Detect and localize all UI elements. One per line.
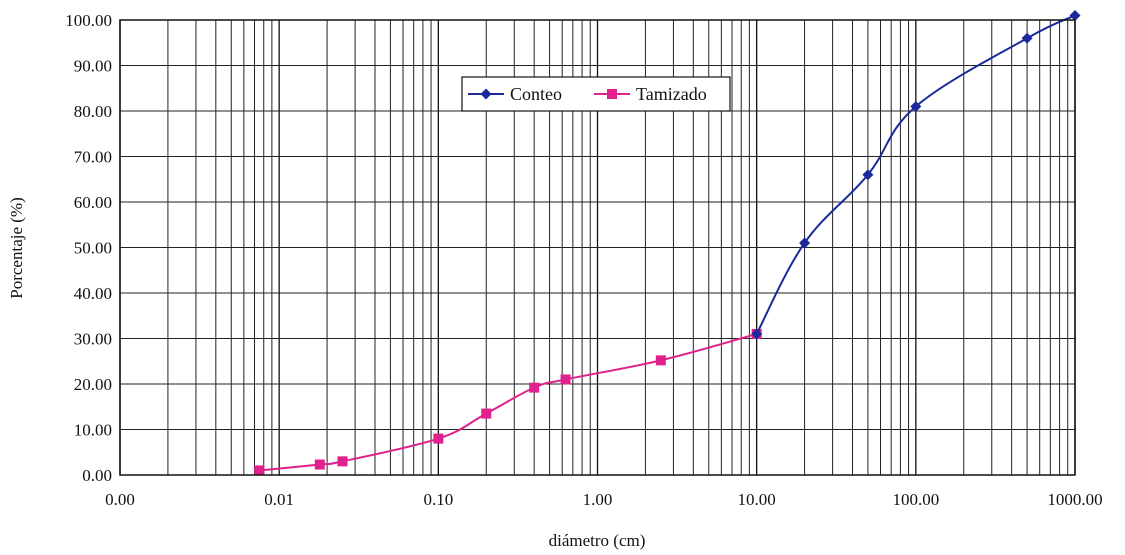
y-tick-label: 70.00 (74, 148, 112, 167)
data-point-tamizado (655, 355, 666, 366)
y-tick-label: 0.00 (82, 466, 112, 485)
series-layer (254, 9, 1081, 476)
x-tick-label: 1.00 (583, 490, 613, 509)
y-tick-label: 50.00 (74, 239, 112, 258)
x-tick-labels: 0.00 0.01 0.10 1.00 10.00 100.00 1000.00 (105, 490, 1103, 509)
y-tick-label: 20.00 (74, 375, 112, 394)
data-point-conteo (751, 328, 763, 340)
data-point-tamizado (560, 374, 571, 385)
y-tick-label: 60.00 (74, 193, 112, 212)
data-point-conteo (862, 169, 874, 181)
y-axis-title: Porcentaje (%) (7, 197, 26, 298)
data-point-conteo (799, 237, 811, 249)
plot-border (119, 19, 1076, 476)
y-tick-labels: 0.00 10.00 20.00 30.00 40.00 50.00 60.00 70.00 8… (65, 11, 112, 485)
x-tick-label: 0.01 (264, 490, 294, 509)
legend-label-conteo: Conteo (510, 84, 562, 104)
grid (119, 19, 1076, 476)
legend-marker-conteo (480, 88, 492, 100)
data-point-tamizado (254, 465, 265, 476)
legend-marker-tamizado (607, 89, 617, 99)
series-conteo (751, 9, 1081, 340)
x-tick-label: 0.10 (423, 490, 453, 509)
y-tick-label: 80.00 (74, 102, 112, 121)
y-tick-label: 90.00 (74, 57, 112, 76)
data-point-tamizado (337, 456, 348, 467)
data-point-tamizado (481, 408, 492, 419)
data-point-tamizado (314, 459, 325, 470)
y-tick-label: 40.00 (74, 284, 112, 303)
y-tick-label: 30.00 (74, 330, 112, 349)
x-tick-label: 0.00 (105, 490, 135, 509)
data-point-tamizado (433, 433, 444, 444)
data-point-conteo (910, 100, 922, 112)
y-tick-label: 10.00 (74, 421, 112, 440)
data-point-conteo (1021, 32, 1033, 44)
y-tick-label: 100.00 (65, 11, 112, 30)
series-tamizado (254, 328, 762, 476)
x-tick-label: 100.00 (892, 490, 939, 509)
data-point-tamizado (529, 382, 540, 393)
legend: Conteo Tamizado (461, 76, 731, 112)
data-point-conteo (1069, 9, 1081, 21)
x-tick-label: 1000.00 (1047, 490, 1102, 509)
legend-label-tamizado: Tamizado (636, 84, 707, 104)
x-tick-label: 10.00 (738, 490, 776, 509)
x-axis-title: diámetro (cm) (549, 531, 646, 550)
